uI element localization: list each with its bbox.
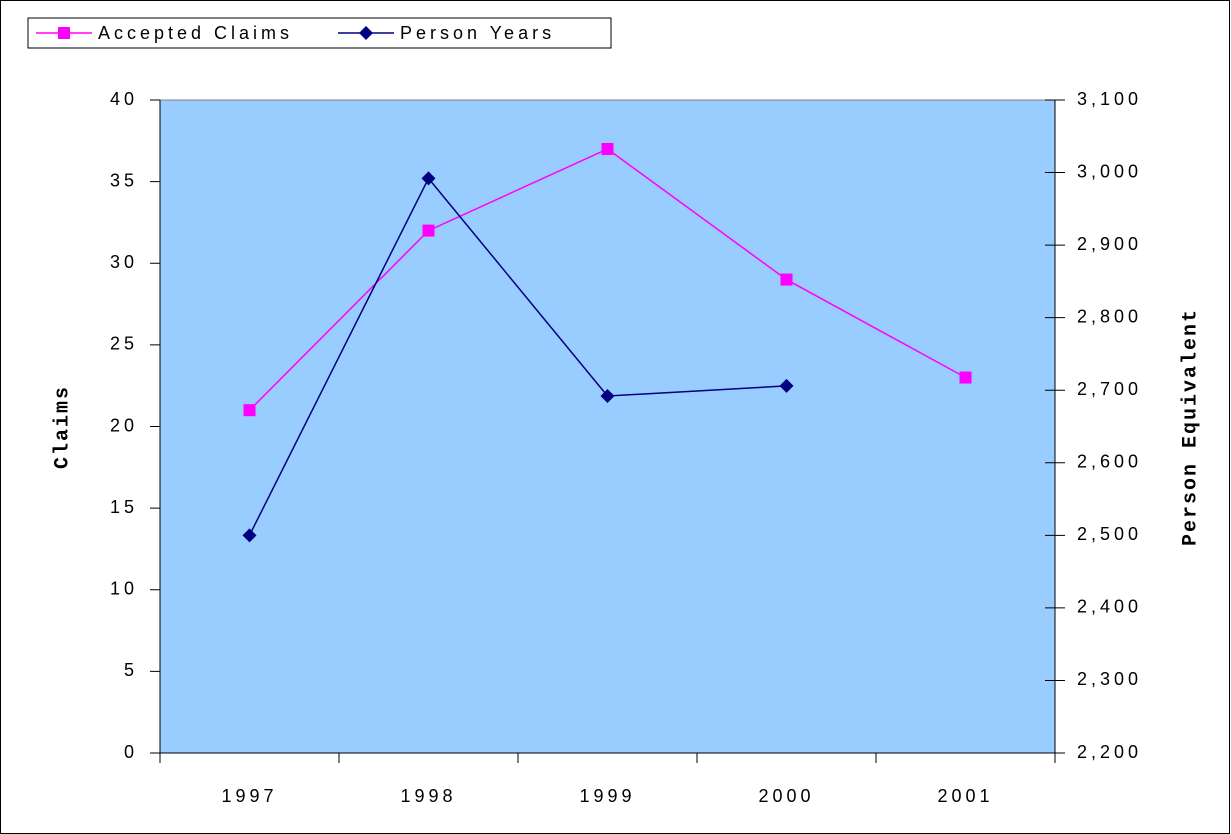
y2-axis-title: Person Equivalent (1179, 308, 1202, 546)
y2-tick-label: 2,200 (1077, 742, 1142, 762)
data-point (421, 171, 436, 186)
y2-tick-label: 3,000 (1077, 161, 1142, 181)
y2-tick-label: 2,700 (1077, 379, 1142, 399)
y2-tick-label: 2,300 (1077, 669, 1142, 689)
data-point (600, 389, 615, 404)
data-point (422, 224, 435, 237)
x-tick-label: 1998 (400, 786, 456, 806)
y-tick-label: 40 (110, 89, 138, 109)
y2-tick-label: 2,400 (1077, 597, 1142, 617)
x-tick-label: 2001 (937, 786, 993, 806)
plot-area (159, 99, 1056, 754)
data-point (243, 404, 256, 417)
y-tick-label: 30 (110, 252, 138, 272)
x-tick-label: 1999 (579, 786, 635, 806)
legend-marker (58, 27, 70, 39)
y-tick-label: 20 (110, 415, 138, 435)
y-tick-label: 0 (124, 742, 138, 762)
y2-tick-label: 2,800 (1077, 306, 1142, 326)
legend-marker (359, 26, 373, 40)
data-point (601, 142, 614, 155)
y-tick-label: 10 (110, 579, 138, 599)
x-tick-label: 1997 (221, 786, 277, 806)
y2-tick-label: 2,900 (1077, 234, 1142, 254)
y2-tick-label: 3,100 (1077, 89, 1142, 109)
y-tick-label: 25 (110, 334, 138, 354)
data-point (959, 371, 972, 384)
y2-tick-label: 2,600 (1077, 452, 1142, 472)
series-line (248, 176, 787, 536)
x-tick-label: 2000 (758, 786, 814, 806)
y-tick-label: 35 (110, 170, 138, 190)
data-point (242, 528, 257, 543)
data-point (780, 273, 793, 286)
y-tick-label: 5 (124, 660, 138, 680)
legend (27, 17, 612, 49)
data-point (779, 378, 794, 393)
y-axis-title: Claims (51, 385, 74, 469)
y2-tick-label: 2,500 (1077, 524, 1142, 544)
legend-label: Accepted Claims (98, 23, 293, 43)
legend-label: Person Years (400, 23, 555, 43)
y-tick-label: 15 (110, 497, 138, 517)
